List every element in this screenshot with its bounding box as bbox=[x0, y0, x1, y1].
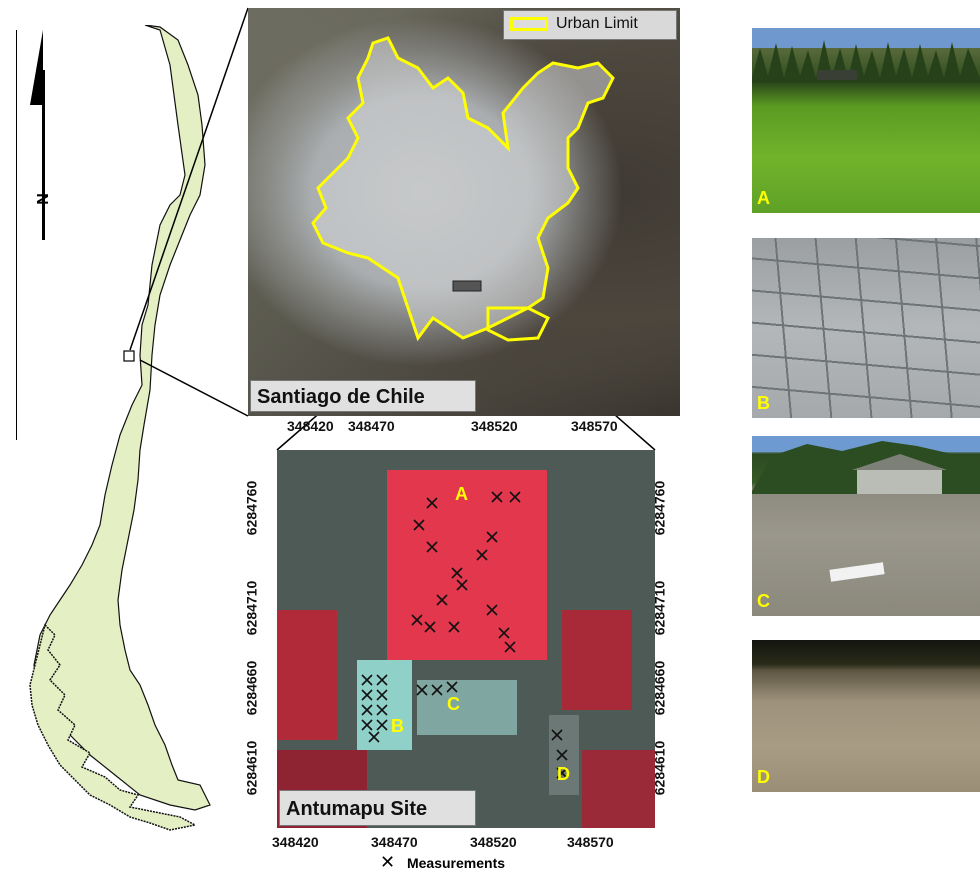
photo-site-d: D bbox=[752, 640, 980, 792]
x-tick-top-4: 348570 bbox=[571, 418, 618, 434]
red-patch-lower-right bbox=[582, 750, 655, 828]
santiago-satellite-image bbox=[248, 8, 680, 416]
y-tick-left-4: 6284610 bbox=[243, 740, 260, 796]
chile-country-map bbox=[29, 25, 211, 831]
site-label-b: B bbox=[391, 716, 404, 736]
southern-archipelago bbox=[29, 623, 198, 831]
x-tick-top-1: 348420 bbox=[287, 418, 334, 434]
urban-limit-legend: Urban Limit bbox=[503, 10, 677, 40]
y-tick-right-2: 6284710 bbox=[651, 580, 668, 636]
north-arrow: N bbox=[8, 30, 52, 450]
photo-site-a: A bbox=[752, 28, 980, 213]
photo-b-label: B bbox=[757, 393, 770, 413]
north-arrow-icon bbox=[30, 30, 43, 105]
urban-limit-legend-label: Urban Limit bbox=[556, 15, 638, 32]
urban-limit-overlay bbox=[311, 36, 615, 342]
antumapu-location-marker bbox=[452, 280, 482, 292]
x-tick-top-2: 348470 bbox=[348, 418, 395, 434]
x-tick-top-3: 348520 bbox=[471, 418, 518, 434]
north-arrow-stem bbox=[42, 70, 45, 240]
field-b-area bbox=[357, 660, 412, 750]
photo-d-label: D bbox=[757, 767, 770, 787]
site-label-c: C bbox=[447, 694, 460, 714]
antumapu-scene: A B C D bbox=[277, 450, 655, 828]
measurements-legend: ✕ Measurements bbox=[380, 852, 505, 873]
santiago-title: Santiago de Chile bbox=[250, 380, 476, 412]
chile-outline bbox=[33, 25, 211, 811]
photo-site-c: C bbox=[752, 436, 980, 616]
measurements-legend-label: Measurements bbox=[406, 855, 506, 871]
x-tick-bottom-4: 348570 bbox=[567, 834, 614, 850]
antumapu-site-image: A B C D bbox=[277, 450, 655, 828]
field-c-area bbox=[417, 680, 517, 735]
urban-limit-exclave bbox=[486, 306, 551, 342]
leader-line-bottom bbox=[139, 359, 249, 417]
y-tick-left-2: 6284710 bbox=[243, 580, 260, 636]
antumapu-title: Antumapu Site bbox=[279, 790, 476, 826]
site-label-d: D bbox=[557, 764, 570, 784]
y-tick-right-4: 6284610 bbox=[651, 740, 668, 796]
red-patch-right bbox=[562, 610, 632, 710]
x-tick-bottom-1: 348420 bbox=[272, 834, 319, 850]
red-patch-left bbox=[277, 610, 337, 740]
x-tick-bottom-3: 348520 bbox=[470, 834, 517, 850]
site-c-scene bbox=[752, 436, 980, 582]
measurement-markers bbox=[361, 491, 568, 779]
measurement-cross-icon: ✕ bbox=[380, 852, 396, 872]
leader-line-top bbox=[129, 7, 249, 351]
urban-limit-swatch bbox=[510, 17, 548, 31]
photo-a-label: A bbox=[757, 188, 770, 208]
x-tick-bottom-2: 348470 bbox=[371, 834, 418, 850]
santiago-location-box bbox=[123, 350, 135, 362]
y-tick-right-3: 6284660 bbox=[651, 660, 668, 716]
field-d-area bbox=[549, 715, 579, 795]
y-tick-left-3: 6284660 bbox=[243, 660, 260, 716]
photo-c-label: C bbox=[757, 591, 770, 611]
site-label-a: A bbox=[455, 484, 468, 504]
tree-line bbox=[752, 28, 980, 83]
urban-limit-boundary bbox=[311, 36, 615, 342]
y-tick-left-1: 6284760 bbox=[243, 480, 260, 536]
photo-site-b: B bbox=[752, 238, 980, 418]
north-frame-line bbox=[16, 30, 17, 440]
y-tick-right-1: 6284760 bbox=[651, 480, 668, 536]
